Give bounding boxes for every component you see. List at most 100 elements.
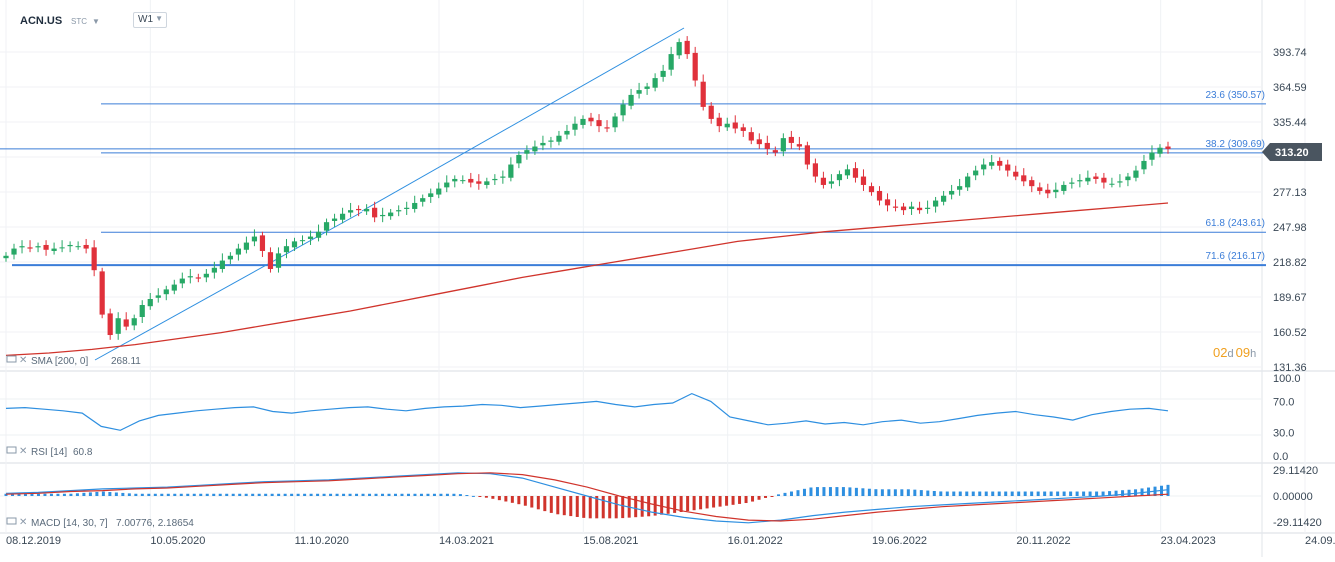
macd-bar (1114, 490, 1118, 496)
macd-bar (283, 493, 287, 496)
macd-legend[interactable]: ✕ MACD [14, 30, 7] 7.00776, 2.18654 (6, 517, 194, 529)
sma-close-icon[interactable]: ✕ (19, 355, 27, 366)
macd-bar (952, 491, 956, 496)
candle-body (3, 255, 9, 259)
rsi-tick: 0.0 (1273, 451, 1288, 463)
candle-body (283, 246, 290, 253)
macd-settings-icon[interactable] (6, 517, 17, 525)
candle-body (476, 181, 482, 184)
macd-bar (640, 496, 644, 517)
macd-bar (1030, 491, 1034, 496)
macd-bar (413, 493, 417, 496)
macd-bar (744, 496, 748, 504)
rsi-value: 60.8 (73, 447, 93, 458)
candle-body (852, 168, 859, 178)
macd-bar (478, 496, 482, 497)
macd-panel[interactable]: 29.11420 0.00000 -29.11420 (0, 465, 1322, 529)
macd-bar (173, 493, 177, 496)
candle-body (99, 271, 105, 315)
candle-body (307, 236, 314, 239)
macd-bar (848, 487, 852, 496)
macd-bar (523, 496, 527, 506)
macd-bar (17, 493, 21, 496)
candle-body (1037, 187, 1043, 191)
sma-legend[interactable]: ✕ SMA [200, 0] 268.11 (6, 355, 141, 367)
macd-bar (192, 493, 196, 496)
macd-signal-line (5, 472, 1169, 522)
date-tick: 11.10.2020 (295, 535, 349, 547)
candle-body (460, 180, 466, 182)
macd-bar (458, 494, 462, 496)
chevron-down-icon: ▼ (155, 14, 163, 23)
candle-body (628, 94, 634, 106)
macd-bar (536, 496, 540, 510)
macd-bar (621, 496, 625, 519)
macd-bar (1166, 484, 1170, 496)
candle-body (83, 244, 89, 249)
candle-body (1053, 189, 1059, 193)
candle-body (219, 260, 225, 269)
macd-values: 7.00776, 2.18654 (116, 518, 194, 529)
candle-body (676, 42, 682, 56)
candle-body (580, 118, 586, 125)
chevron-down-icon[interactable]: ▼ (92, 17, 100, 26)
candle-body (604, 127, 610, 129)
macd-bar (303, 493, 307, 496)
macd-bar (348, 493, 352, 496)
candle-body (123, 319, 129, 327)
rsi-axis: 100.0 70.0 30.0 0.0 (1273, 373, 1301, 463)
macd-bar (731, 496, 735, 505)
macd-bar (452, 493, 456, 496)
macd-bar (1017, 491, 1021, 496)
sma-settings-icon[interactable] (6, 355, 17, 363)
candle-body (660, 70, 666, 77)
candle-body (444, 182, 450, 188)
symbol-label[interactable]: ACN.US (20, 15, 63, 27)
macd-bar (666, 496, 670, 514)
rsi-legend[interactable]: ✕ RSI [14] 60.8 (6, 446, 93, 458)
macd-close-icon[interactable]: ✕ (19, 517, 27, 528)
trendline-upper[interactable] (361, 27, 685, 212)
candle-body (1069, 182, 1075, 184)
candle-body (396, 210, 402, 212)
rsi-settings-icon[interactable] (6, 446, 17, 454)
candle-body (291, 241, 298, 248)
macd-bar (510, 496, 514, 503)
candle-body (380, 214, 386, 217)
macd-bar (82, 492, 86, 496)
macd-bar (783, 492, 787, 496)
rsi-panel[interactable]: 100.0 70.0 30.0 0.0 (0, 373, 1301, 463)
fibonacci-levels[interactable]: 23.6 (350.57) 38.2 (309.69) 61.8 (243.61) 7… (0, 90, 1266, 267)
macd-bar (796, 490, 800, 496)
macd-bar (945, 491, 949, 496)
macd-bar (387, 493, 391, 496)
timeframe-select[interactable]: W1 ▼ (133, 12, 167, 28)
candle-body (981, 164, 987, 170)
candle-body (364, 208, 370, 212)
macd-bar (569, 496, 573, 517)
macd-bar (62, 493, 66, 496)
macd-bar (530, 496, 534, 508)
candle-body (139, 305, 145, 318)
macd-bar (861, 488, 865, 496)
trend-lines[interactable] (94, 27, 685, 361)
candle-body (203, 273, 209, 278)
macd-bar (777, 494, 781, 496)
macd-bar (588, 496, 592, 519)
trendline-lower[interactable] (94, 211, 363, 361)
macd-bar (140, 493, 144, 496)
macd-bar (1056, 491, 1060, 496)
macd-bar (1062, 491, 1066, 496)
macd-bar (432, 493, 436, 496)
macd-bar (880, 489, 884, 496)
rsi-label: RSI [14] (31, 447, 67, 458)
macd-bar (815, 487, 819, 496)
sma-200-line (5, 202, 1169, 357)
date-axis: 08.12.2019 10.05.2020 11.10.2020 14.03.2021… (6, 535, 1335, 547)
candle-body (949, 190, 955, 195)
candle-body (211, 267, 217, 273)
macd-bar (757, 496, 761, 500)
rsi-close-icon[interactable]: ✕ (19, 446, 27, 457)
